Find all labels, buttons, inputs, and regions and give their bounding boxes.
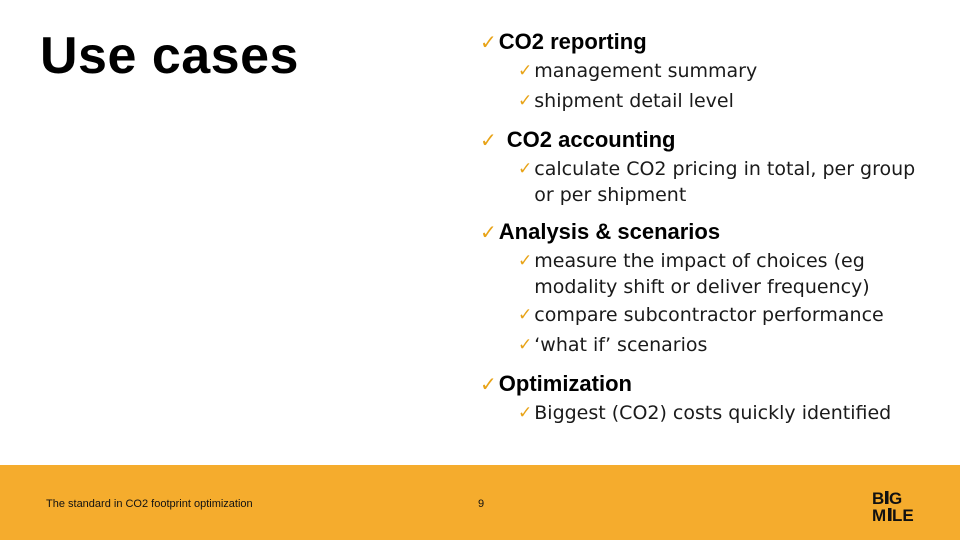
use-case-item: ✓ CO2 reporting ✓ management summary ✓ shi…: [480, 28, 940, 116]
checkmark-icon: ✓: [518, 91, 533, 111]
use-case-heading: CO2 reporting: [498, 29, 647, 54]
use-case-heading: Analysis & scenarios: [498, 219, 721, 244]
bigmile-logo: B G M LE: [872, 489, 914, 523]
checkmark-icon: ✓: [518, 305, 533, 325]
use-case-detail: management summary: [534, 60, 758, 82]
checkmark-icon: ✓: [518, 61, 533, 81]
use-case-item: ✓ Optimization ✓ Biggest (CO2) costs quic…: [480, 370, 940, 428]
checkmark-icon: ✓: [518, 159, 533, 179]
use-case-detail: compare subcontractor performance: [534, 304, 884, 326]
checkmark-icon: ✓: [480, 128, 497, 152]
footer-bar: The standard in CO2 footprint optimizati…: [0, 465, 960, 540]
checkmark-icon: ✓: [480, 220, 497, 244]
use-case-item: ✓ CO2 accounting ✓ calculate CO2 pricing …: [480, 126, 940, 208]
checkmark-icon: ✓: [518, 403, 533, 423]
svg-text:M: M: [872, 506, 886, 523]
use-case-detail: calculate CO2 pricing in total, per grou…: [534, 158, 916, 206]
use-case-heading: CO2 accounting: [506, 127, 676, 152]
svg-text:G: G: [889, 489, 902, 508]
svg-text:B: B: [872, 489, 884, 508]
checkmark-icon: ✓: [518, 335, 533, 355]
slide-title: Use cases: [40, 27, 299, 85]
checkmark-icon: ✓: [480, 372, 497, 396]
use-case-list: ✓ CO2 reporting ✓ management summary ✓ shi…: [480, 28, 940, 438]
svg-text:LE: LE: [892, 506, 914, 523]
checkmark-icon: ✓: [480, 30, 497, 54]
checkmark-icon: ✓: [518, 251, 533, 271]
use-case-detail: measure the impact of choices (eg modali…: [534, 250, 870, 298]
use-case-detail: shipment detail level: [534, 90, 734, 112]
use-case-detail: ‘what if’ scenarios: [534, 334, 708, 356]
page-number: 9: [478, 498, 485, 510]
footer-tagline: The standard in CO2 footprint optimizati…: [46, 498, 253, 510]
use-case-heading: Optimization: [498, 371, 632, 396]
use-case-item: ✓ Analysis & scenarios ✓ measure the impa…: [480, 218, 940, 360]
use-case-detail: Biggest (CO2) costs quickly identified: [534, 402, 892, 424]
